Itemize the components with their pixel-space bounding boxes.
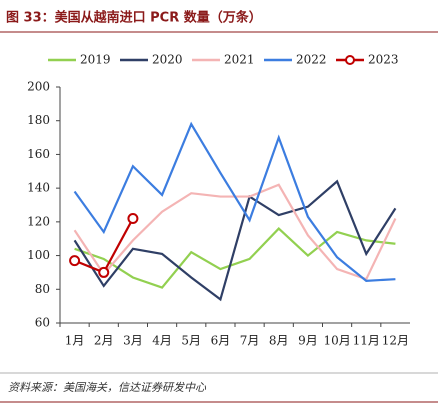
series-line — [73, 179, 397, 302]
y-tick-label: 100 — [27, 248, 50, 262]
y-tick-label: 160 — [27, 147, 50, 161]
legend-label: 2020 — [152, 53, 183, 67]
legend-marker — [345, 55, 355, 65]
point-marker — [69, 255, 81, 267]
x-tick-label: 2月 — [94, 334, 114, 348]
x-tick-label: 11月 — [353, 334, 380, 348]
series-line — [74, 217, 134, 274]
series-line — [73, 121, 396, 282]
x-tick-label: 7月 — [240, 334, 260, 348]
x-tick-label: 5月 — [181, 334, 201, 348]
legend-label: 2021 — [224, 53, 255, 67]
y-tick-label: 140 — [27, 181, 50, 195]
x-tick-label: 9月 — [298, 334, 318, 348]
chart-title: 图 33：美国从越南进口 PCR 数量（万条） — [6, 10, 262, 26]
legend-label: 2022 — [296, 53, 327, 67]
legend-label: 2019 — [80, 53, 111, 67]
x-tick-label: 3月 — [123, 334, 143, 348]
y-tick-label: 120 — [27, 214, 50, 228]
x-tick-label: 8月 — [269, 334, 289, 348]
y-tick-label: 180 — [27, 113, 50, 127]
x-tick-label: 4月 — [152, 334, 172, 348]
y-tick-label: 80 — [35, 282, 50, 296]
x-tick-label: 10月 — [323, 334, 350, 348]
point-marker — [127, 212, 139, 224]
y-tick-label: 200 — [27, 80, 50, 94]
legend-label: 2023 — [368, 53, 399, 67]
x-tick-label: 6月 — [211, 334, 231, 348]
x-tick-label: 12月 — [382, 334, 409, 348]
point-marker — [98, 266, 110, 278]
y-tick-label: 60 — [35, 316, 50, 330]
source-note: 资料来源：美国海关，信达证券研发中心 — [8, 381, 207, 394]
series-line — [74, 227, 396, 289]
x-tick-label: 1月 — [65, 334, 85, 348]
